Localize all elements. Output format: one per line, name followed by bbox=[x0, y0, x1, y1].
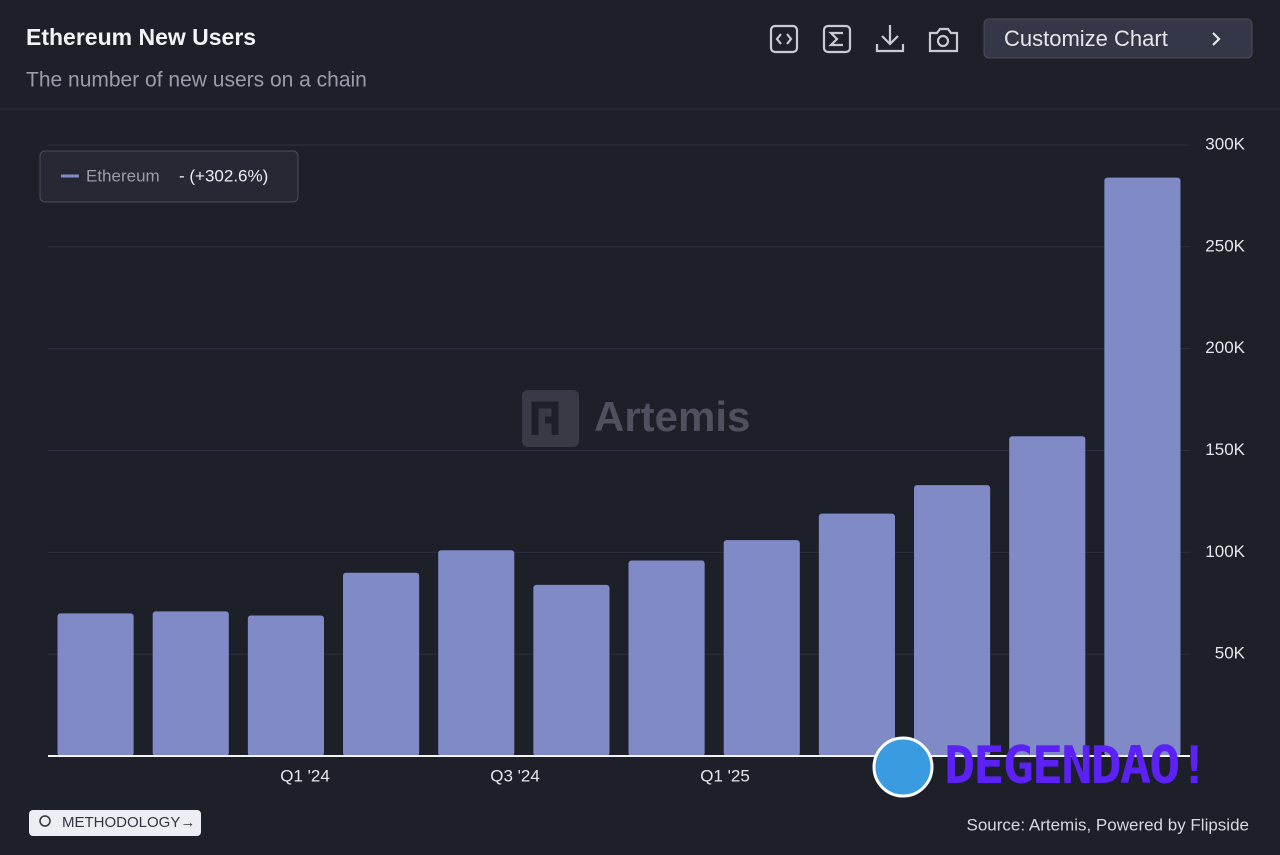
bar bbox=[1009, 436, 1086, 756]
chart-title: Ethereum New Users bbox=[26, 24, 256, 50]
x-tick-label: Q1 '24 bbox=[280, 766, 330, 785]
overlay-avatar bbox=[872, 736, 934, 798]
y-tick-label: 200K bbox=[1205, 338, 1245, 357]
bar bbox=[914, 485, 991, 756]
legend-label[interactable]: Ethereum bbox=[86, 166, 160, 185]
legend-box bbox=[39, 150, 299, 203]
bar bbox=[343, 572, 420, 756]
embed-icon[interactable] bbox=[769, 24, 799, 54]
y-tick-label: 50K bbox=[1215, 644, 1246, 663]
camera-icon[interactable] bbox=[928, 27, 959, 53]
bar bbox=[57, 613, 134, 756]
watermark-logo bbox=[522, 390, 579, 447]
overlay-text: DEGENDAO! bbox=[944, 736, 1208, 796]
toolbar bbox=[769, 24, 959, 54]
y-tick-label: 300K bbox=[1205, 134, 1245, 153]
bar bbox=[152, 611, 229, 756]
bar bbox=[818, 513, 895, 756]
bar bbox=[247, 615, 324, 756]
methodology-label: METHODOLOGY→ bbox=[62, 814, 195, 831]
y-tick-label: 150K bbox=[1205, 440, 1245, 459]
camera-lens bbox=[936, 34, 950, 48]
plot: 50K 100K 150K 200K 250K 300K Q1 '24 Q3 '24 Q1 '2… bbox=[48, 134, 1246, 785]
bar bbox=[723, 540, 800, 756]
x-tick-label: Q1 '25 bbox=[700, 766, 750, 785]
source-note: Source: Artemis, Powered by Flipside bbox=[966, 815, 1249, 834]
watermark: Artemis bbox=[594, 393, 750, 440]
bar bbox=[438, 550, 515, 756]
bar bbox=[1104, 177, 1181, 756]
x-tick-label: Q3 '24 bbox=[490, 766, 540, 785]
download-icon[interactable] bbox=[875, 25, 905, 53]
legend-change: - (+302.6%) bbox=[179, 166, 268, 185]
y-tick-label: 250K bbox=[1205, 236, 1245, 255]
sum-icon[interactable] bbox=[822, 24, 852, 54]
embed-glyph bbox=[775, 33, 793, 45]
bar bbox=[628, 560, 705, 756]
sum-glyph bbox=[828, 31, 843, 47]
y-tick-label: 100K bbox=[1205, 542, 1245, 561]
watermark-group bbox=[522, 390, 579, 447]
bulb-icon bbox=[39, 815, 51, 827]
customize-button-label: Customize Chart bbox=[1004, 26, 1168, 51]
customize-button[interactable] bbox=[983, 18, 1253, 59]
bar bbox=[533, 584, 610, 756]
watermark-glyph bbox=[531, 401, 559, 435]
chart-subtitle: The number of new users on a chain bbox=[26, 69, 367, 92]
chevron bbox=[1212, 32, 1221, 46]
methodology-button[interactable] bbox=[29, 810, 201, 836]
